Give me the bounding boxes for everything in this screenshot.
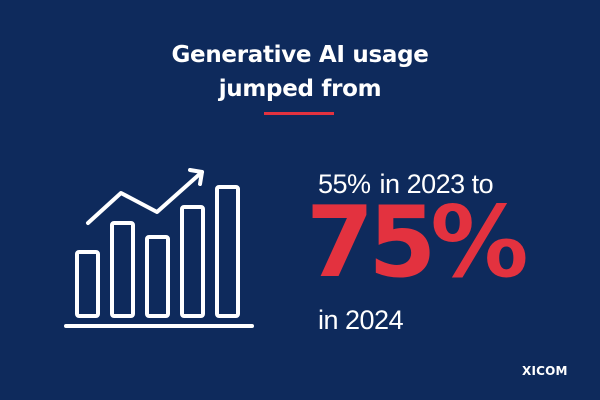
stat-from-year: in 2023 to [379,169,494,199]
stat-from-line: 55% in 2023 to [318,168,494,200]
headline-line-2: jumped from [218,76,382,102]
chart-bar [145,235,170,318]
stat-to-year: in 2024 [318,305,404,335]
stat-from-value: 55% [318,169,371,199]
bar-chart-growth-icon [64,168,254,328]
brand-logo: XICOM [522,364,568,378]
chart-bar [75,250,100,318]
chart-bar [110,221,135,318]
chart-bar [180,205,205,318]
headline-line-1: Generative AI usage [171,42,429,68]
chart-bar [215,185,240,318]
trend-line [86,170,204,225]
stat-to-value: 75% [306,186,529,300]
accent-divider [264,112,334,115]
headline: Generative AI usage jumped from [0,38,600,106]
arrow-head [188,168,204,186]
